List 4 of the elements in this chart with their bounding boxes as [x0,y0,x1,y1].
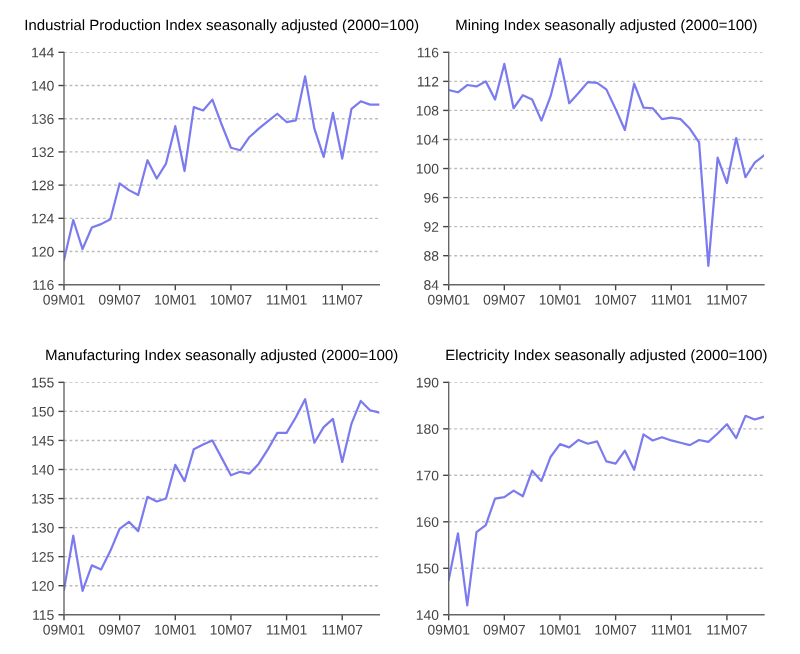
line-series [64,398,380,593]
line-series [448,414,764,607]
line-series [64,75,380,261]
line-series [448,57,764,267]
